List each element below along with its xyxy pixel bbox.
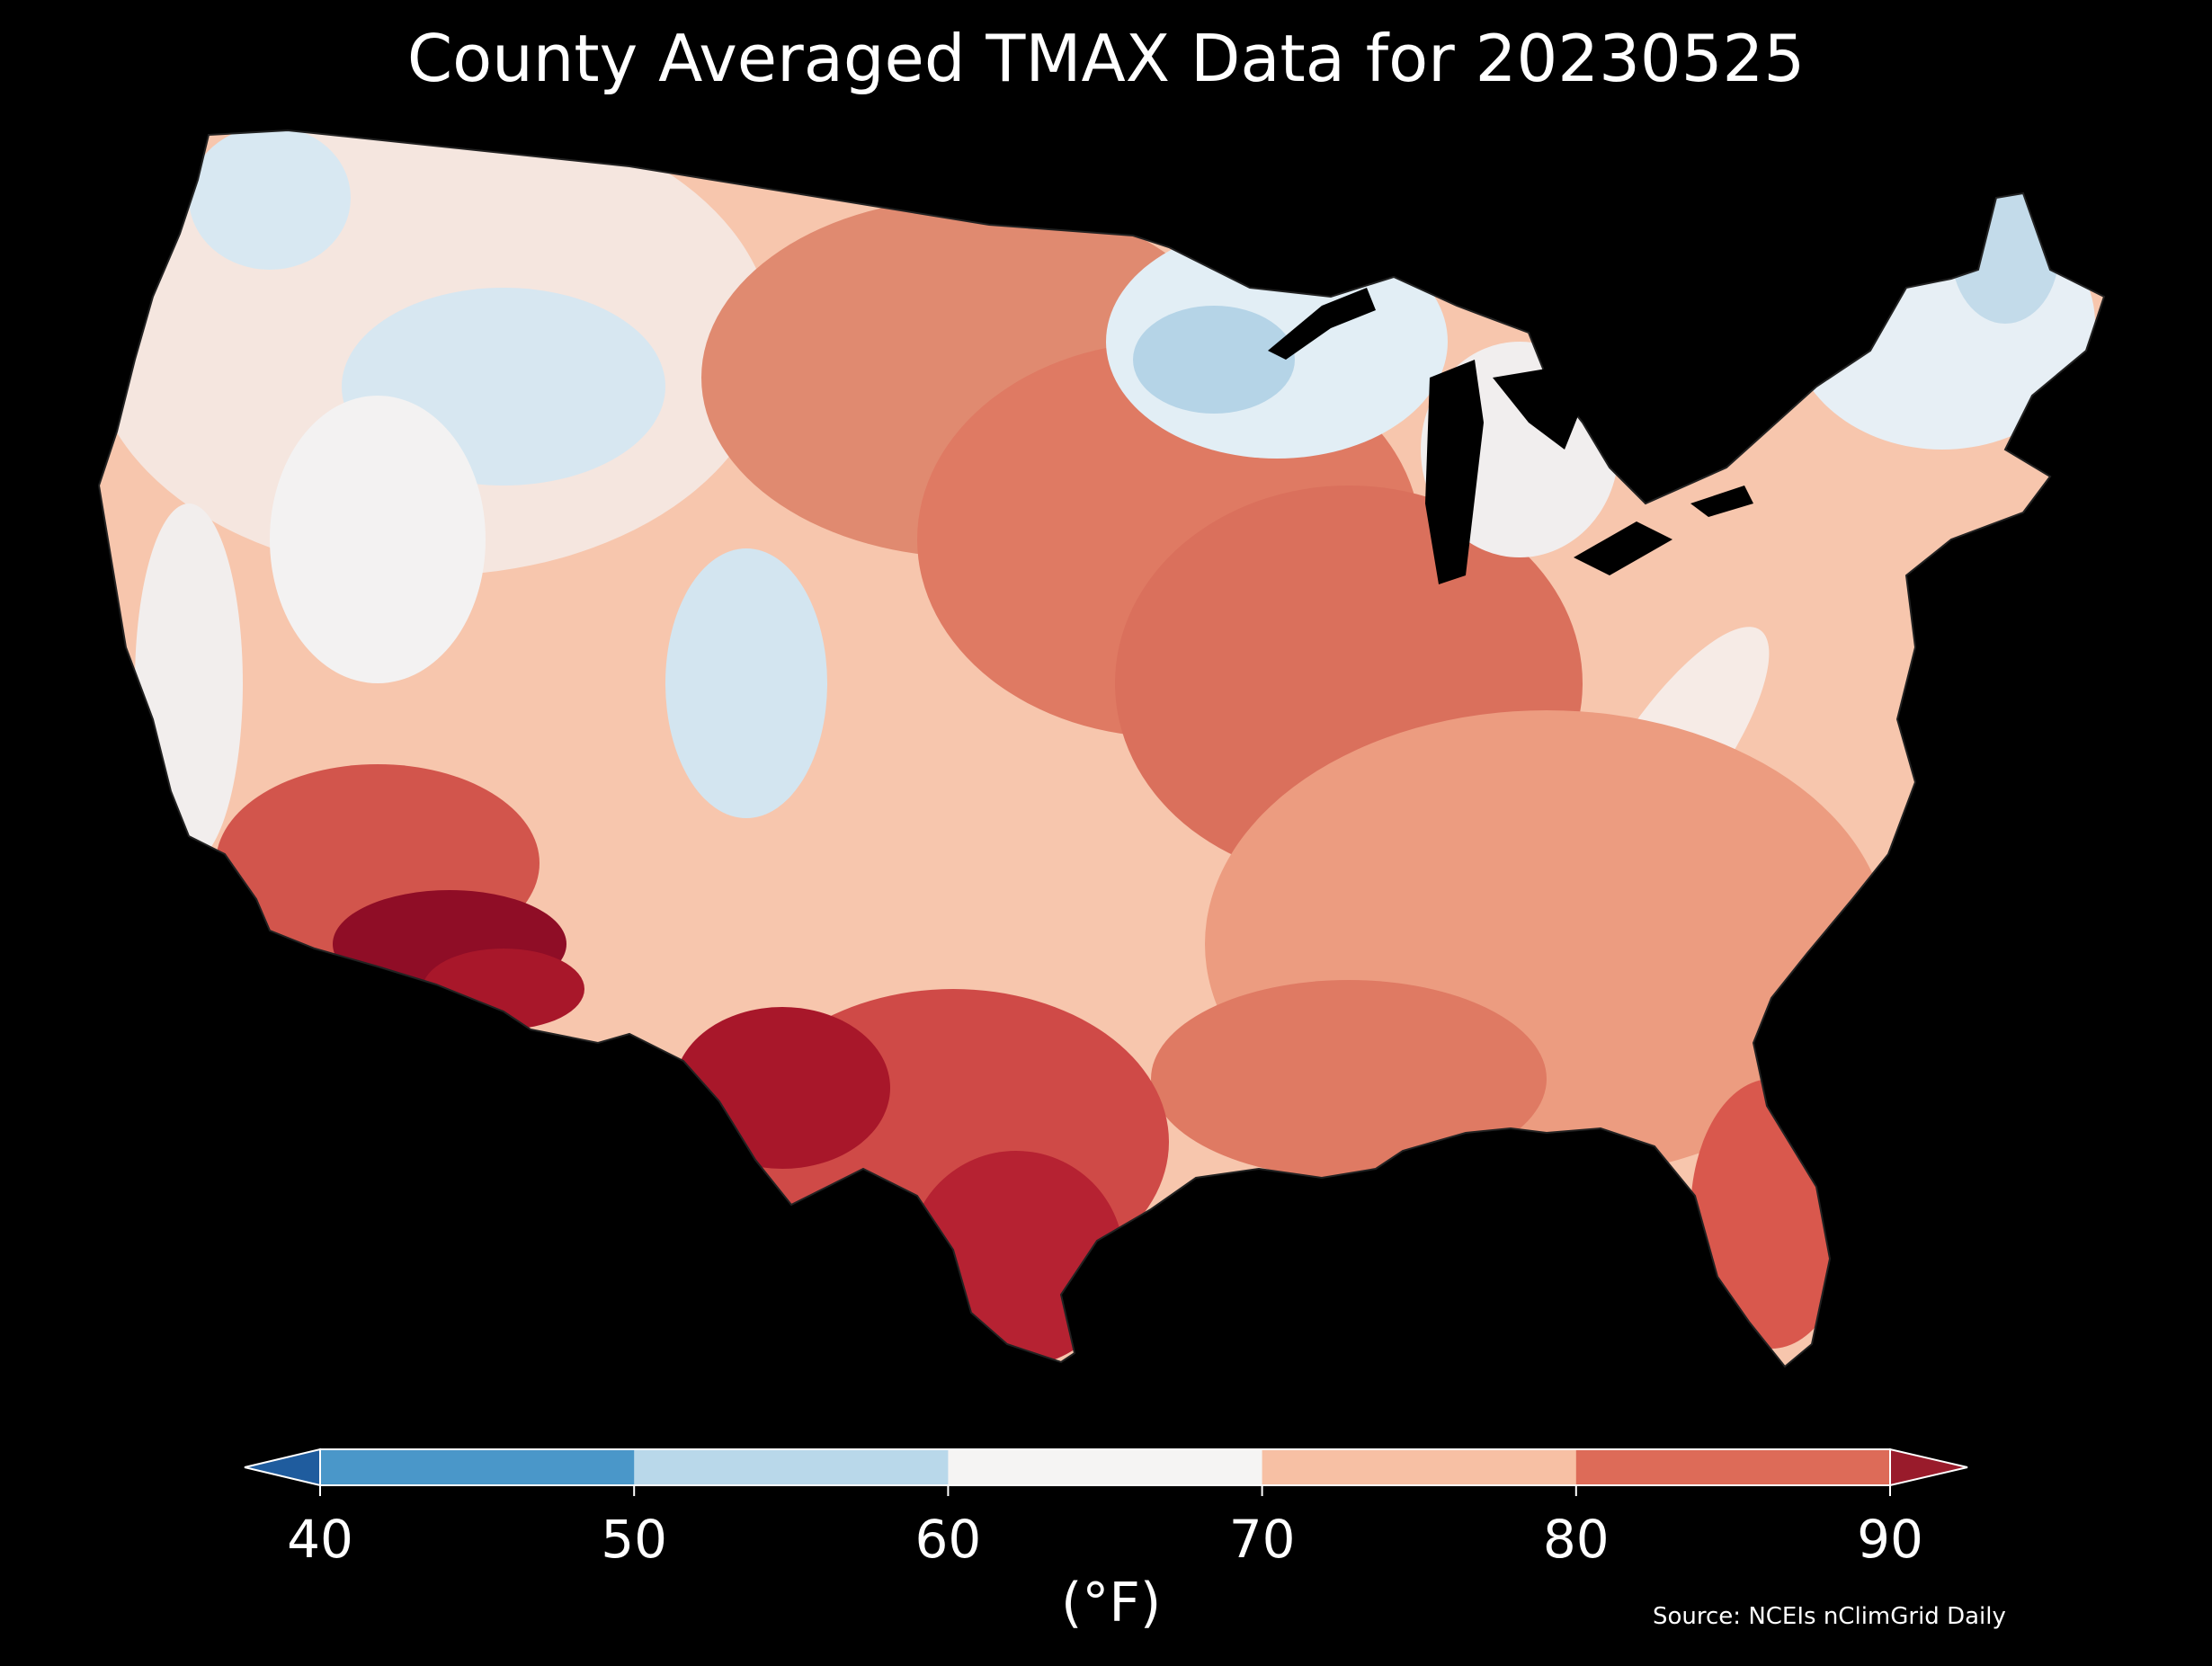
colorbar-tick-label: 90 <box>1857 1509 1923 1570</box>
great-lakes <box>1268 288 1753 584</box>
colorbar-tick-label: 50 <box>601 1509 667 1570</box>
colorbar-tick-label: 40 <box>287 1509 353 1570</box>
colorbar-tick-label: 80 <box>1543 1509 1610 1570</box>
colorbar-unit-label: (°F) <box>1061 1572 1162 1635</box>
colorbar-tick-label: 70 <box>1229 1509 1296 1570</box>
colorbar-tick-label: 60 <box>914 1509 981 1570</box>
choropleth-map <box>97 129 2106 1368</box>
us-outline <box>97 129 2106 1368</box>
map-title: County Averaged TMAX Data for 20230525 <box>406 21 1806 96</box>
source-credit: Source: NCEIs nClimGrid Daily <box>1653 1603 2006 1630</box>
